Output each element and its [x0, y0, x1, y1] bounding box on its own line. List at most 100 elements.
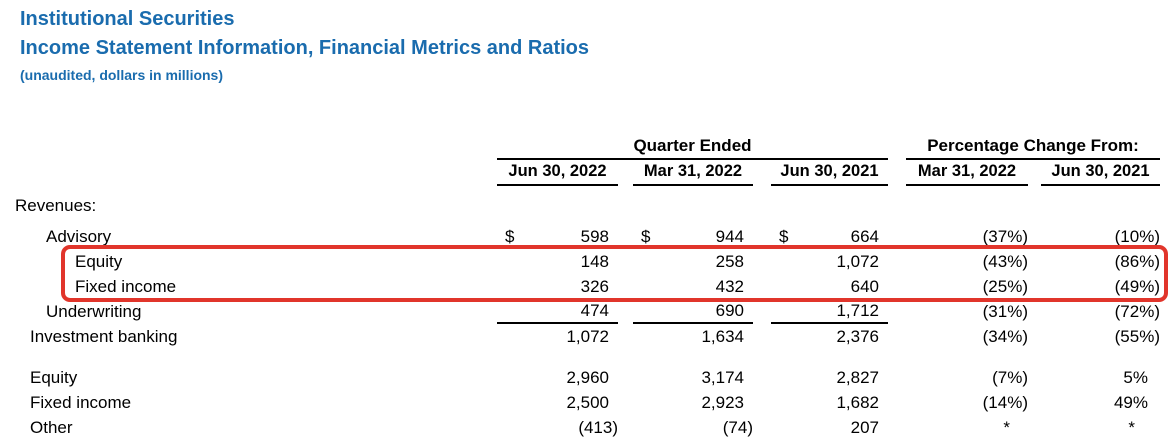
- cell-q2: $ 944: [633, 224, 753, 249]
- cell-pct2: (86%): [1041, 249, 1160, 274]
- cell-value: 326: [580, 276, 609, 296]
- cell-value: *: [1003, 417, 1010, 437]
- cell-q1: 148: [497, 249, 618, 274]
- column-header-row: Jun 30, 2022 Mar 31, 2022 Jun 30, 2021 M…: [0, 160, 1174, 186]
- row-label: Revenues:: [15, 195, 97, 215]
- cell-pct1: (43%): [906, 249, 1028, 274]
- row-label: Investment banking: [30, 326, 178, 346]
- cell-value: 49%: [1113, 392, 1148, 412]
- table-row-revenues: Revenues:: [0, 193, 1174, 218]
- cell-pct2: 5%: [1041, 365, 1160, 390]
- cell-q3: 1,072: [771, 249, 888, 274]
- group-header-quarter-ended: Quarter Ended: [497, 136, 888, 160]
- cell-value: 5%: [1123, 367, 1148, 387]
- cell-pct2: (72%): [1041, 299, 1160, 324]
- cell-value: (74): [722, 417, 753, 437]
- cell-pct1: (14%): [906, 390, 1028, 415]
- cell-value: 2,960: [566, 367, 609, 387]
- currency-symbol: $: [641, 226, 651, 246]
- cell-q3: 640: [771, 274, 888, 299]
- cell-pct1: (37%): [906, 224, 1028, 249]
- row-label: Underwriting: [46, 301, 142, 321]
- cell-q2: (74): [633, 415, 753, 440]
- cell-q3: 2,376: [771, 324, 888, 349]
- document-header: Institutional Securities Income Statemen…: [20, 5, 589, 85]
- table-row-equity: Equity 2,960 3,174 2,827 (7%) 5%: [0, 365, 1174, 390]
- cell-value: 1,682: [836, 392, 879, 412]
- table-row-fixed-income: Fixed income 2,500 2,923 1,682 (14%) 49%: [0, 390, 1174, 415]
- col-header-q3: Jun 30, 2021: [771, 162, 888, 186]
- cell-value: (55%): [1114, 326, 1160, 346]
- cell-pct2: (49%): [1041, 274, 1160, 299]
- cell-q1: 2,500: [497, 390, 618, 415]
- cell-value: 944: [715, 226, 744, 246]
- currency-symbol: $: [779, 226, 789, 246]
- cell-value: 1,072: [566, 326, 609, 346]
- cell-value: 690: [715, 300, 744, 320]
- row-label: Advisory: [46, 226, 112, 246]
- cell-value: (34%): [982, 326, 1028, 346]
- row-label: Fixed income: [30, 392, 132, 412]
- cell-value: (7%): [992, 367, 1028, 387]
- cell-value: 664: [850, 226, 879, 246]
- page-subtitle: Income Statement Information, Financial …: [20, 37, 589, 59]
- cell-pct2: *: [1041, 415, 1160, 440]
- cell-value: (49%): [1114, 276, 1160, 296]
- cell-q2: 258: [633, 249, 753, 274]
- cell-value: 3,174: [701, 367, 744, 387]
- cell-q1: (413): [497, 415, 618, 440]
- cell-q3: 1,682: [771, 390, 888, 415]
- cell-value: 474: [580, 300, 609, 320]
- cell-value: (31%): [982, 301, 1028, 321]
- cell-pct1: (7%): [906, 365, 1028, 390]
- cell-q3: 2,827: [771, 365, 888, 390]
- cell-q3: $ 664: [771, 224, 888, 249]
- row-label: Other: [30, 417, 73, 437]
- cell-value: 2,500: [566, 392, 609, 412]
- page-title: Institutional Securities: [20, 8, 235, 30]
- cell-q2: 690: [633, 299, 753, 324]
- col-header-pct1: Mar 31, 2022: [906, 162, 1028, 186]
- cell-value: 432: [715, 276, 744, 296]
- cell-q3: 207: [771, 415, 888, 440]
- cell-value: (37%): [982, 226, 1028, 246]
- cell-pct1: *: [906, 415, 1028, 440]
- cell-value: (413): [578, 417, 618, 437]
- table-row-equity-underwriting: Equity 148 258 1,072 (43%) (86%): [0, 249, 1174, 274]
- cell-value: 2,923: [701, 392, 744, 412]
- cell-q1: 326: [497, 274, 618, 299]
- cell-value: 1,072: [836, 251, 879, 271]
- cell-pct2: (55%): [1041, 324, 1160, 349]
- row-label: Equity: [30, 367, 78, 387]
- cell-value: 207: [850, 417, 879, 437]
- row-label: Fixed income: [75, 276, 177, 296]
- cell-value: 2,827: [836, 367, 879, 387]
- cell-q1: 474: [497, 299, 618, 324]
- spacer: [0, 186, 1174, 193]
- cell-q2: 432: [633, 274, 753, 299]
- table-row-fixed-income-underwriting: Fixed income 326 432 640 (25%) (49%): [0, 274, 1174, 299]
- financial-table: Quarter Ended Percentage Change From: Ju…: [0, 136, 1174, 440]
- cell-pct1: (31%): [906, 299, 1028, 324]
- cell-q1: $ 598: [497, 224, 618, 249]
- table-row-investment-banking: Investment banking 1,072 1,634 2,376 (34…: [0, 324, 1174, 349]
- cell-value: *: [1128, 417, 1135, 437]
- cell-value: (43%): [982, 251, 1028, 271]
- cell-value: (86%): [1114, 251, 1160, 271]
- cell-value: (72%): [1114, 301, 1160, 321]
- cell-value: 640: [850, 276, 879, 296]
- cell-value: (10%): [1114, 226, 1160, 246]
- cell-value: 148: [580, 251, 609, 271]
- cell-q2: 2,923: [633, 390, 753, 415]
- cell-value: 598: [580, 226, 609, 246]
- cell-q2: 1,634: [633, 324, 753, 349]
- table-row-advisory: Advisory $ 598 $ 944 $ 664 (37%) (10%): [0, 224, 1174, 249]
- table-row-underwriting: Underwriting 474 690 1,712 (31%) (72%): [0, 299, 1174, 324]
- spacer: [0, 349, 1174, 365]
- cell-value: 2,376: [836, 326, 879, 346]
- cell-value: 1,712: [836, 300, 879, 320]
- table-row-other: Other (413) (74) 207 * *: [0, 415, 1174, 440]
- cell-pct1: (25%): [906, 274, 1028, 299]
- row-label: Equity: [75, 251, 123, 271]
